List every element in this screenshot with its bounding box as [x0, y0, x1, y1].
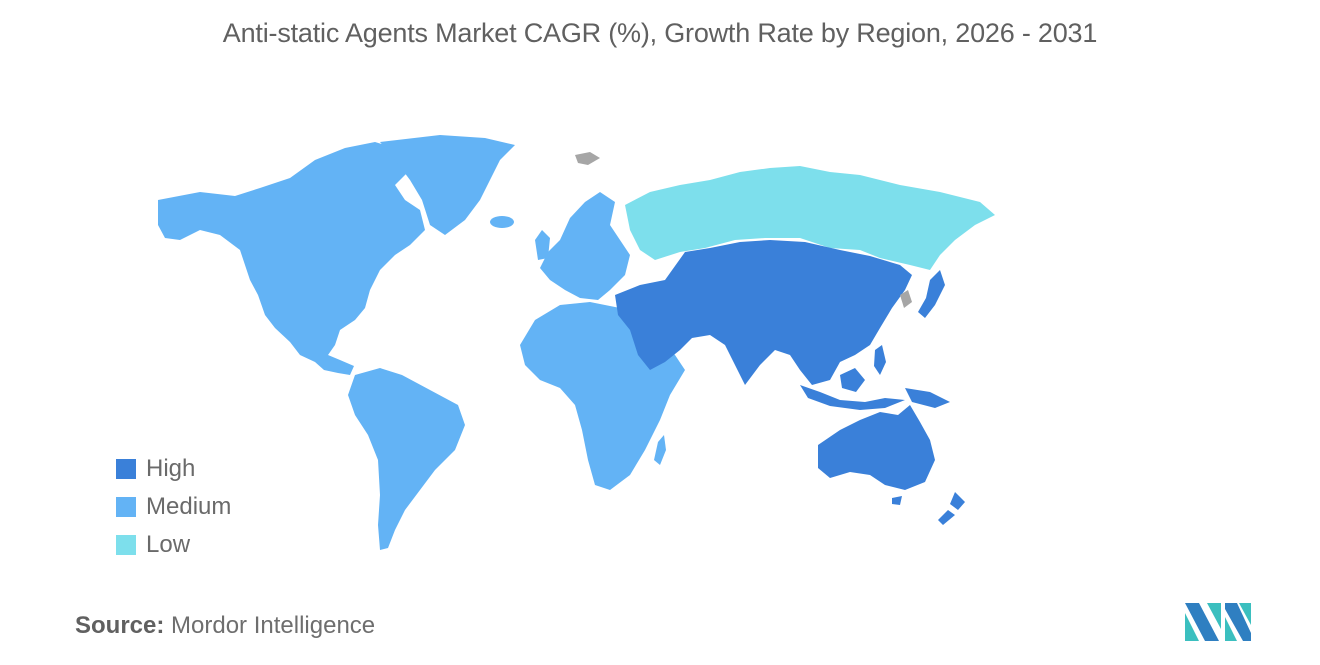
region-indonesia — [800, 385, 905, 410]
region-svalbard — [575, 152, 600, 165]
source-label: Source: — [75, 612, 165, 639]
region-japan — [918, 270, 945, 318]
legend-label: Medium — [146, 493, 232, 520]
region-new-zealand — [938, 492, 965, 525]
legend-item-high: High — [116, 450, 231, 488]
world-map — [158, 135, 995, 550]
region-europe — [540, 192, 630, 300]
region-borneo — [840, 368, 865, 392]
chart-title: Anti-static Agents Market CAGR (%), Grow… — [222, 18, 1098, 48]
region-uk — [535, 230, 550, 260]
region-south-america — [348, 368, 465, 550]
legend-swatch-high — [116, 459, 136, 479]
region-greenland — [380, 135, 515, 235]
legend-swatch-low — [116, 535, 136, 555]
region-new-guinea — [905, 388, 950, 408]
region-iceland — [490, 216, 514, 228]
region-australia — [818, 405, 935, 490]
region-russia — [625, 166, 995, 270]
source-value: Mordor Intelligence — [171, 612, 376, 639]
region-north-america — [158, 142, 425, 375]
mordor-intelligence-logo-icon — [1185, 603, 1251, 641]
source-line: Source: Mordor Intelligence — [75, 612, 375, 640]
region-madagascar — [654, 435, 666, 465]
legend-item-low: Low — [116, 526, 231, 564]
region-philippines — [874, 345, 886, 375]
legend: High Medium Low — [116, 450, 231, 564]
region-asia — [615, 240, 912, 385]
legend-label: High — [146, 455, 196, 482]
region-tasmania — [892, 496, 902, 505]
legend-swatch-medium — [116, 497, 136, 517]
legend-item-medium: Medium — [116, 488, 231, 526]
legend-label: Low — [146, 531, 191, 558]
region-korea — [900, 290, 912, 308]
